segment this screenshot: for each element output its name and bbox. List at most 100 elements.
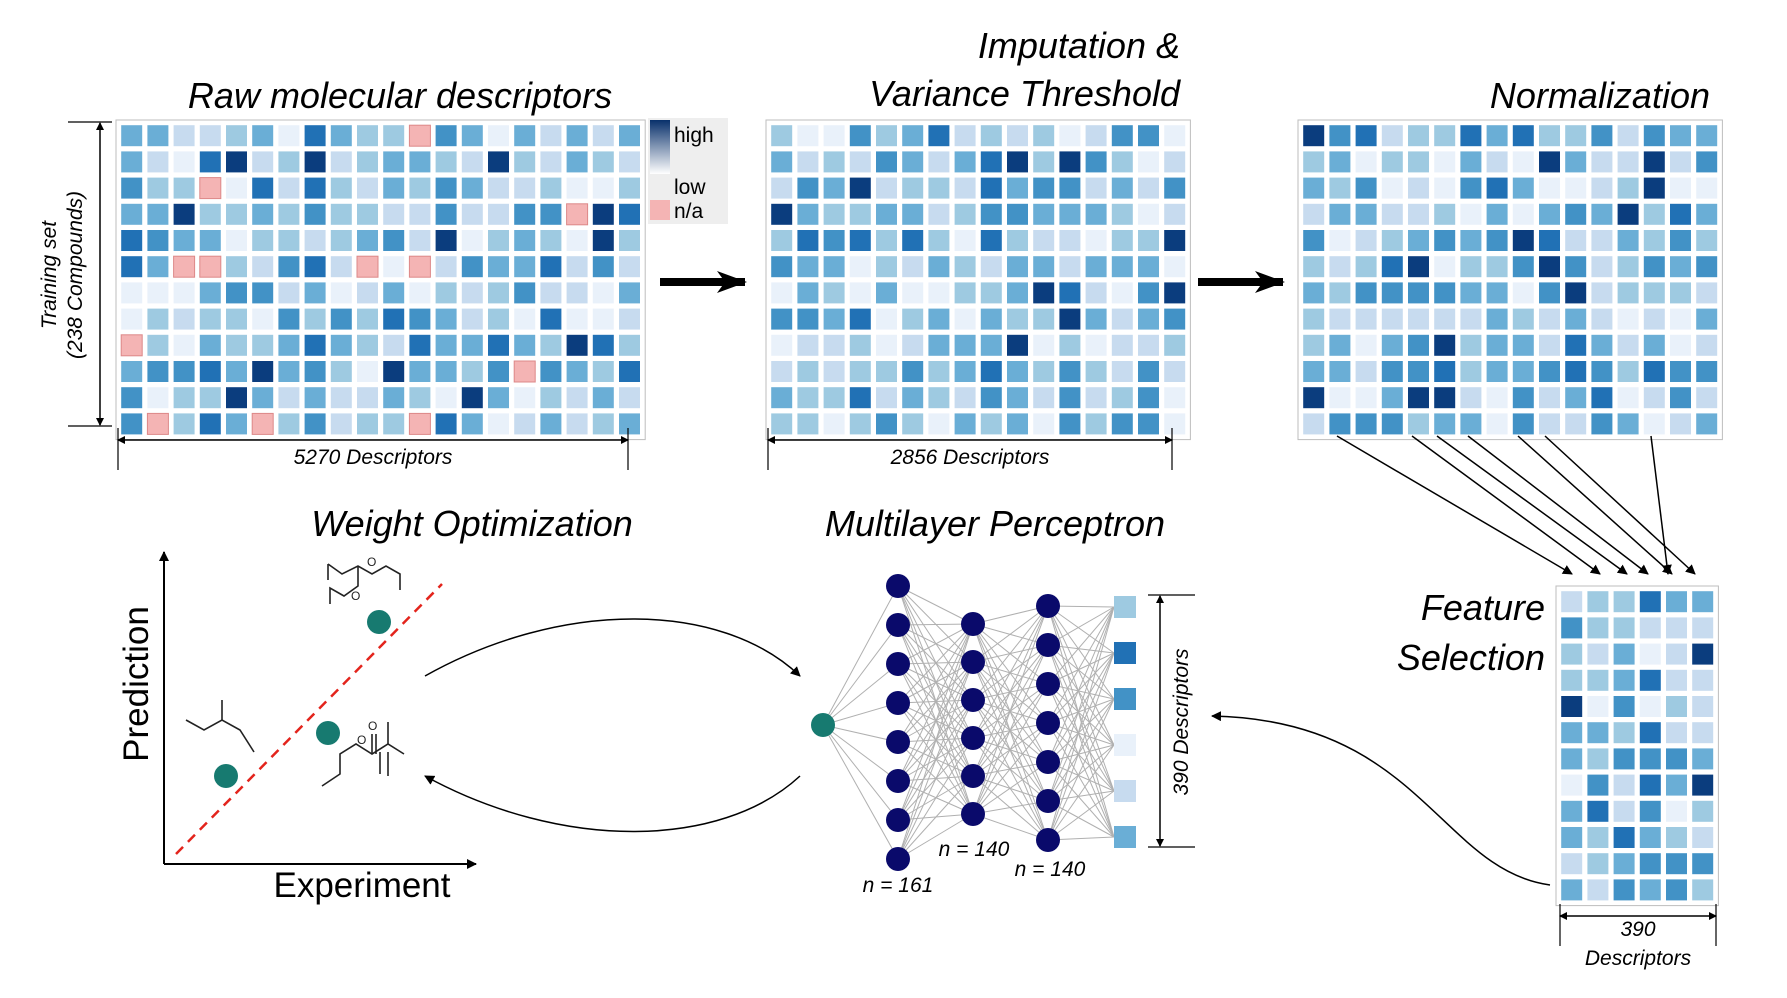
normalized-cell [1460,151,1482,173]
imputed-cell [771,256,793,278]
normalized-cell [1512,308,1534,330]
selected-cell [1692,827,1714,848]
hidden1-to-hidden2-edge [897,813,974,860]
hidden1-to-hidden2-edge [897,623,974,665]
raw-cell [252,282,274,304]
input-to-hidden1-edge [822,724,899,821]
imputed-cell [928,151,950,173]
raw-cell [408,412,431,435]
normalized-cell [1460,413,1482,435]
normalized-cell [1355,230,1377,251]
raw-cell [409,387,431,409]
imputed-cell [876,387,897,409]
normalized-cell [1486,177,1508,199]
normalized-cell [1696,203,1718,225]
mlp-neurons [811,574,1060,871]
imputed-cell [1164,387,1186,409]
selected-cell [1639,669,1661,691]
normalized-cell [1696,308,1718,330]
input-to-hidden1-edge [822,702,899,726]
normalized-cell [1381,125,1403,147]
normalized-cell [1539,203,1560,225]
imputed-descriptors-dimension: 2856 Descriptors [767,428,1173,470]
raw-cell [226,256,247,278]
imputed-cell [823,151,845,173]
imputed-cell [1033,151,1055,173]
normalized-cell [1486,256,1508,278]
hidden3-to-output-edge [1047,606,1115,802]
normalized-cell [1303,413,1325,435]
normalized-cell [1565,203,1587,225]
normalized-cell [1434,308,1456,330]
selected-cell [1639,879,1661,901]
normalized-cell [1565,256,1587,278]
selection-arrow-3 [1436,435,1628,575]
imputed-cell [1111,256,1133,278]
raw-cell [173,255,196,278]
normalized-cell [1460,177,1482,199]
selected-cell [1587,722,1609,744]
imputed-cell [823,334,845,356]
imputed-cell [928,125,950,147]
normalized-cell [1591,256,1613,278]
normalized-cell [1539,413,1560,435]
selected-cell [1561,748,1583,770]
raw-cell [461,256,483,278]
normalized-cell [1460,256,1482,278]
imputed-cell [954,282,976,304]
imputed-cell [797,256,819,278]
imputed-cell [1085,177,1107,199]
normalized-cell [1670,151,1691,173]
imputed-cell [902,387,924,409]
hidden1-to-hidden2-edge [897,623,974,704]
selected-cell [1639,696,1661,717]
hidden2-neuron [961,688,985,712]
normalized-cell [1670,125,1691,147]
normalized-cell [1565,230,1587,251]
raw-cell [619,361,640,382]
normalized-cell [1408,413,1429,435]
feature-selection-title-line2: Selection [1397,637,1545,678]
raw-cell [619,177,640,199]
input-to-hidden1-edge [822,724,899,743]
imputed-cell [771,230,793,251]
imputed-cell [954,256,976,278]
raw-cell [226,334,247,356]
raw-cell [514,125,536,147]
normalized-cell [1303,282,1325,304]
raw-cell [488,203,509,225]
hidden2-to-hidden3-edge [972,683,1049,815]
raw-cell [435,125,457,147]
raw-cell [147,151,169,173]
normalized-cell [1303,125,1325,147]
imputed-cell [1059,361,1081,382]
imputed-cell [980,308,1002,330]
input-to-hidden1-edge [822,663,899,726]
raw-cell [173,230,195,251]
imputed-cell [876,256,897,278]
normalized-cell [1408,203,1429,225]
selection-arrow-4 [1467,435,1649,575]
raw-cell [540,256,562,278]
normalized-cell [1329,282,1351,304]
imputed-cell [1138,334,1159,356]
selected-cell [1692,669,1714,691]
normalized-cell [1617,151,1639,173]
imputed-cell [1033,361,1055,382]
raw-cell [383,177,405,199]
raw-cell [592,308,614,330]
raw-cell [383,334,405,356]
imputed-cell [771,308,793,330]
normalized-cell [1303,361,1325,382]
hidden1-to-hidden2-edge [897,585,974,625]
selected-cell [1692,853,1714,875]
selected-cell [1613,617,1635,639]
normalized-cell [1512,413,1534,435]
selected-cell [1587,879,1609,901]
raw-cell [409,361,431,382]
imputed-cell [1007,203,1028,225]
training-set-label: Training set [38,220,61,329]
imputed-cell [797,387,819,409]
imputed-cell [980,230,1002,251]
